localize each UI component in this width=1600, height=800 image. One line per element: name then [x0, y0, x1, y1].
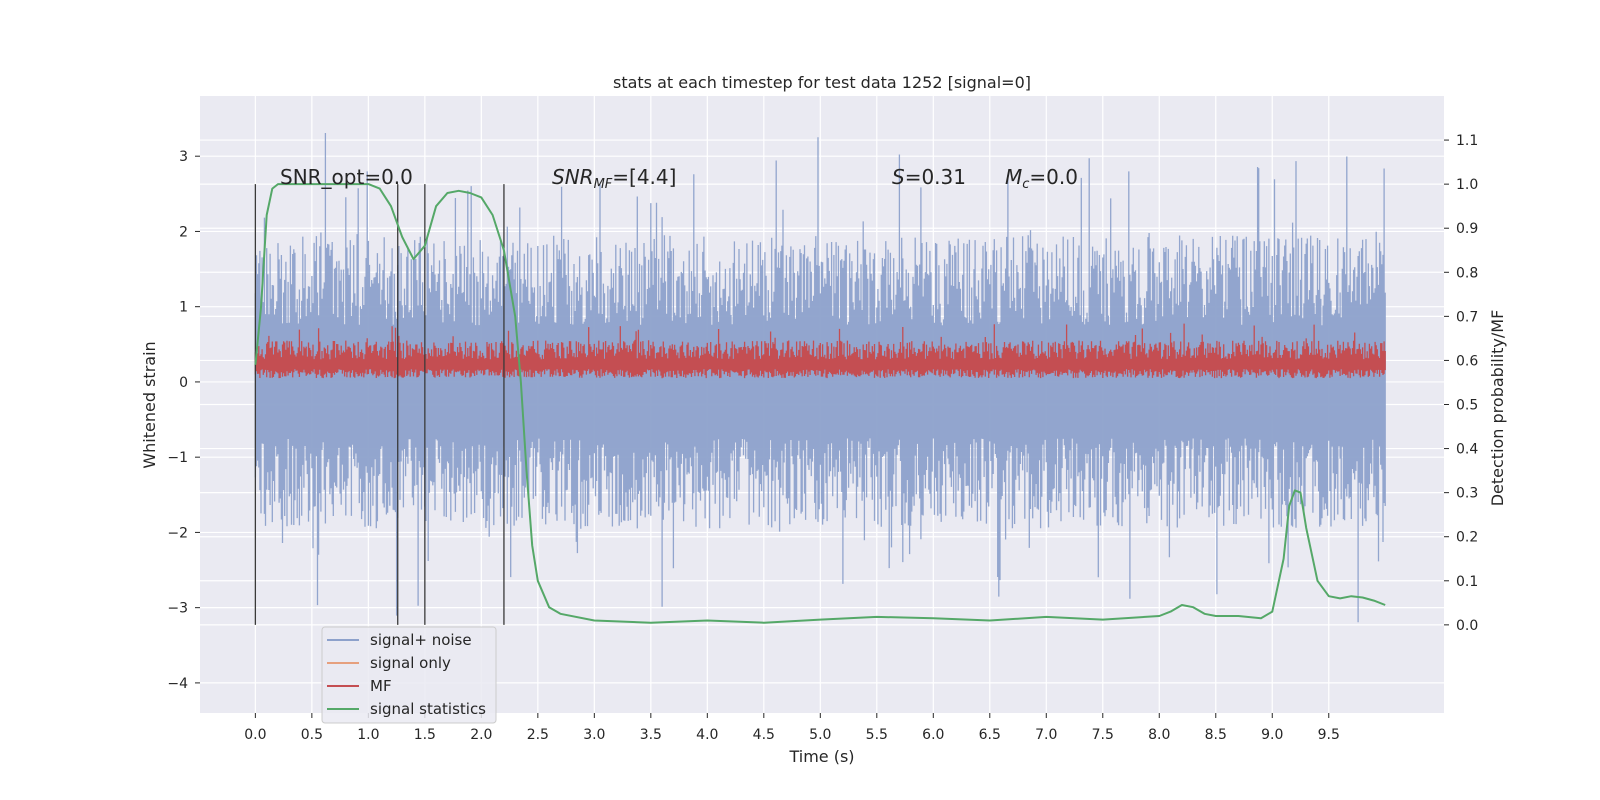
x-tick-14: 7.0	[1035, 727, 1057, 743]
x-tick-9: 4.5	[753, 727, 775, 743]
x-tick-6: 3.0	[583, 727, 605, 743]
y2-tick-5: 0.6	[1456, 353, 1478, 369]
legend-label-mf: MF	[370, 677, 392, 695]
legend-box	[321, 626, 497, 724]
x-tick-18: 9.0	[1261, 727, 1283, 743]
y-tick-0: 3	[179, 149, 188, 165]
y-tick-6: −3	[167, 601, 188, 617]
y2-tick-10: 0.1	[1456, 574, 1478, 590]
y-tick-4: −1	[167, 450, 188, 466]
y2-tick-4: 0.7	[1456, 309, 1478, 325]
annotation-s: S=0.31	[892, 165, 966, 189]
x-tick-10: 5.0	[809, 727, 831, 743]
annotation-snr-mf-value: =[4.4]	[612, 165, 676, 189]
y-tick-5: −2	[167, 525, 188, 541]
y2-tick-8: 0.3	[1456, 486, 1478, 502]
legend-label-signal-noise: signal+ noise	[370, 631, 472, 649]
legend-label-signal-statistics: signal statistics	[370, 700, 486, 718]
x-tick-5: 2.5	[527, 727, 549, 743]
chart-title: stats at each timestep for test data 125…	[613, 73, 1031, 92]
legend-label-signal-only: signal only	[370, 654, 451, 672]
x-tick-1: 0.5	[301, 727, 323, 743]
x-tick-7: 3.5	[640, 727, 662, 743]
y-tick-2: 1	[179, 300, 188, 316]
x-tick-17: 8.5	[1205, 727, 1227, 743]
x-tick-12: 6.0	[922, 727, 944, 743]
annotation-snr-mf-base: SNR	[552, 165, 594, 189]
x-tick-labels: 0.0 0.5 1.0 1.5 2.0 2.5 3.0 3.5 4.0 4.5 5.0 5.5 6.0 6…	[244, 713, 1340, 743]
x-tick-13: 6.5	[979, 727, 1001, 743]
y2-tick-11: 0.0	[1456, 618, 1478, 634]
annotation-mc-var: M	[1005, 165, 1022, 189]
legend: signal+ noise signal only MF signal stat…	[321, 626, 497, 724]
x-tick-11: 5.5	[866, 727, 888, 743]
y2-tick-9: 0.2	[1456, 530, 1478, 546]
y-tick-3: 0	[179, 375, 188, 391]
x-tick-15: 7.5	[1092, 727, 1114, 743]
annotation-mc-value: =0.0	[1029, 165, 1078, 189]
y2-tick-0: 1.1	[1456, 133, 1478, 149]
y-axis-label: Whitened strain	[140, 341, 159, 468]
annotation-mc-sub: c	[1022, 177, 1029, 192]
y2-tick-7: 0.4	[1456, 442, 1478, 458]
y-tick-1: 2	[179, 224, 188, 240]
y2-tick-3: 0.8	[1456, 265, 1478, 281]
x-tick-19: 9.5	[1318, 727, 1340, 743]
y2-tick-2: 0.9	[1456, 221, 1478, 237]
y2-tick-labels: 1.1 1.0 0.9 0.8 0.7 0.6 0.5 0.4 0.3 0.2 0.1 0.0	[1444, 133, 1478, 634]
x-tick-16: 8.0	[1148, 727, 1170, 743]
y2-axis-label: Detection probability/MF	[1488, 310, 1507, 507]
x-tick-3: 1.5	[414, 727, 436, 743]
annotation-s-var: S	[892, 165, 905, 189]
x-tick-4: 2.0	[470, 727, 492, 743]
annotation-snr-opt: SNR_opt=0.0	[280, 165, 413, 189]
y2-tick-1: 1.0	[1456, 177, 1478, 193]
x-tick-8: 4.0	[696, 727, 718, 743]
vertical-markers	[254, 184, 505, 625]
y-tick-labels: 3 2 1 0 −1 −2 −3 −4	[167, 149, 200, 692]
annotation-snr-mf-sub: MF	[594, 177, 613, 192]
x-axis-label: Time (s)	[788, 747, 854, 766]
annotation-snr-mf: SNRMF=[4.4]	[552, 165, 676, 192]
x-tick-2: 1.0	[357, 727, 379, 743]
signal-statistics-line	[254, 183, 1386, 624]
annotation-s-value: =0.31	[905, 165, 966, 189]
annotation-mc: Mc=0.0	[1005, 165, 1078, 192]
x-tick-0: 0.0	[244, 727, 266, 743]
y-tick-7: −4	[167, 676, 188, 692]
series-signal-statistics	[254, 183, 1386, 624]
y2-tick-6: 0.5	[1456, 398, 1478, 414]
